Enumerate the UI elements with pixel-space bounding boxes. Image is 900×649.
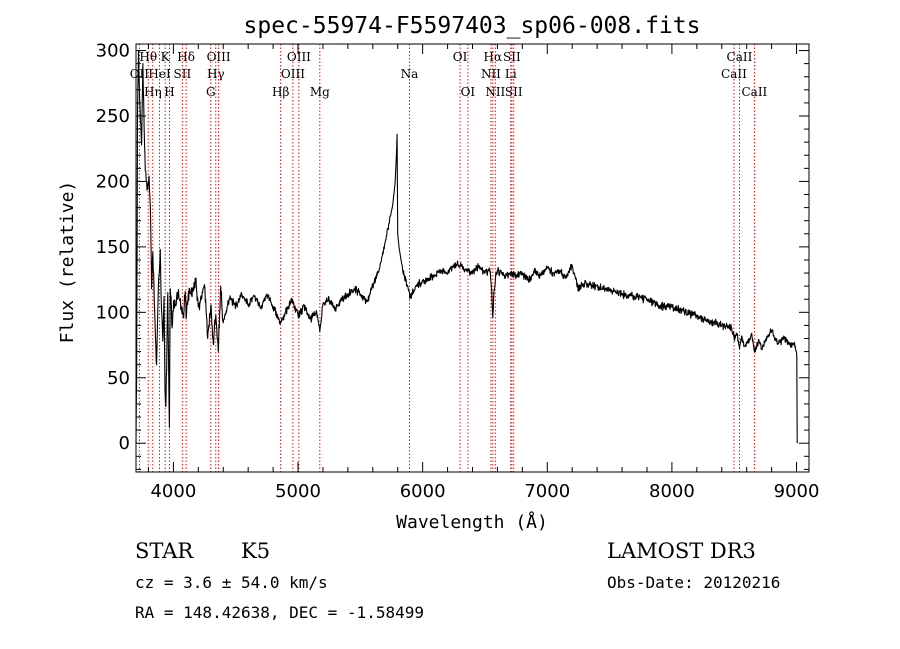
spectral-line-label: Hα [484, 50, 503, 64]
spectral-line-label: SII [505, 85, 523, 99]
y-tick-label: 200 [96, 171, 130, 192]
x-tick-label: 7000 [524, 481, 570, 502]
spectral-line-label: Hγ [207, 67, 225, 81]
x-tick-label: 8000 [649, 481, 695, 502]
spectral-line-label: SII [503, 50, 521, 64]
spectral-line-label: OIII [207, 50, 231, 64]
y-tick-label: 250 [96, 106, 130, 127]
survey-name: LAMOST DR3 [607, 539, 756, 563]
object-class: STAR [135, 539, 194, 563]
x-tick-label: 4000 [150, 481, 196, 502]
spectral-line-label: G [206, 85, 216, 99]
spectral-line-label: SII [174, 67, 192, 81]
obs-date-text: Obs-Date: 20120216 [607, 573, 781, 592]
spectral-line-label: OI [453, 50, 468, 64]
x-tick-label: 5000 [275, 481, 321, 502]
redshift-text: cz = 3.6 ± 54.0 km/s [135, 573, 328, 592]
y-tick-label: 100 [96, 302, 130, 323]
x-axis-title: Wavelength (Å) [396, 511, 548, 533]
spectral-line-label: OIII [287, 50, 311, 64]
spectral-line-label: Na [401, 67, 419, 81]
spectral-line-label: CaII [727, 50, 753, 64]
y-tick-label: 150 [96, 237, 130, 258]
y-tick-label: 0 [119, 433, 130, 454]
coordinates-text: RA = 148.42638, DEC = -1.58499 [135, 603, 424, 622]
y-axis-ticks: 0 50 100 150 200 250 300 [96, 41, 809, 470]
y-tick-label: 50 [107, 368, 130, 389]
spectral-line-label: HeI [148, 67, 171, 81]
spectral-subclass: K5 [241, 539, 271, 563]
x-tick-label: 6000 [400, 481, 446, 502]
spectral-line-markers [138, 44, 755, 472]
chart-title: spec-55974-F5597403_sp06-008.fits [244, 13, 701, 39]
spectral-line-label: K [161, 50, 171, 64]
spectral-line-label: Hθ [139, 50, 157, 64]
spectral-line-label: CaII [741, 85, 767, 99]
spectral-line-label: H [164, 85, 174, 99]
spectral-line-label: OIII [281, 67, 305, 81]
plot-frame [135, 43, 810, 473]
y-axis-title: Flux (relative) [57, 181, 78, 344]
spectral-line-labels: OIIHθHηHeIKHSIIHδGHγOIIIHβOIIIOIIIMgNaOI… [130, 50, 768, 99]
x-tick-label: 9000 [774, 481, 820, 502]
spectral-line-label: OI [461, 85, 476, 99]
spectral-line-label: Hβ [272, 85, 289, 99]
spectral-line-label: NII [481, 67, 501, 81]
spectral-line-label: Hδ [177, 50, 195, 64]
spectral-line-label: NII [485, 85, 505, 99]
spectral-line-label: CaII [721, 67, 747, 81]
y-tick-label: 300 [96, 41, 130, 62]
spectral-line-label: OII [130, 67, 150, 81]
spectral-line-label: Li [505, 67, 517, 81]
spectrum-trace [135, 49, 798, 444]
spectral-line-label: Mg [310, 85, 330, 99]
x-axis-ticks: 4000 5000 6000 7000 8000 9000 [147, 44, 820, 502]
spectral-line-label: Hη [144, 85, 162, 99]
